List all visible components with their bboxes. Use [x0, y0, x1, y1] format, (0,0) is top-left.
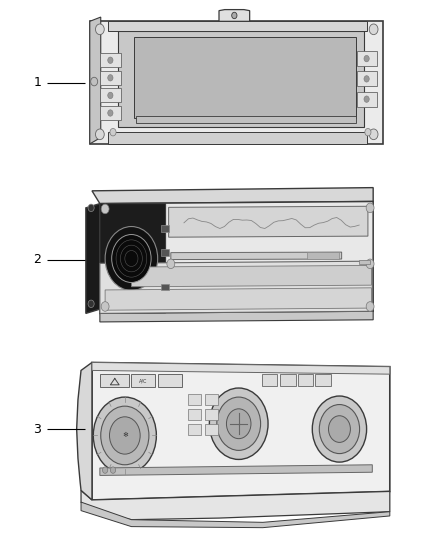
Circle shape [108, 92, 113, 99]
Circle shape [110, 467, 116, 473]
Circle shape [108, 110, 113, 116]
Polygon shape [315, 374, 331, 386]
Polygon shape [90, 21, 383, 144]
Polygon shape [158, 374, 182, 387]
Circle shape [319, 405, 360, 454]
Circle shape [226, 409, 251, 439]
Polygon shape [92, 362, 390, 374]
Circle shape [102, 467, 108, 473]
Bar [100, 88, 121, 102]
Text: 1: 1 [33, 76, 41, 89]
Text: 2: 2 [33, 253, 41, 266]
Circle shape [108, 57, 113, 63]
Bar [307, 252, 339, 259]
Polygon shape [134, 37, 356, 118]
Circle shape [95, 129, 104, 140]
Text: A/C: A/C [139, 378, 148, 383]
Bar [359, 260, 370, 264]
Circle shape [364, 96, 369, 102]
Circle shape [93, 397, 156, 474]
Polygon shape [77, 362, 92, 500]
Circle shape [110, 417, 140, 454]
Circle shape [105, 227, 158, 290]
Polygon shape [100, 204, 166, 313]
Bar [357, 71, 377, 86]
Circle shape [312, 396, 367, 462]
Polygon shape [280, 374, 296, 386]
Bar [100, 71, 121, 85]
Polygon shape [81, 490, 390, 520]
Polygon shape [105, 288, 371, 310]
Circle shape [217, 397, 261, 450]
Circle shape [101, 406, 149, 465]
Circle shape [91, 77, 98, 86]
Polygon shape [262, 374, 277, 386]
Circle shape [366, 302, 374, 311]
Bar [188, 409, 201, 420]
Circle shape [366, 259, 374, 269]
Polygon shape [92, 188, 373, 204]
Circle shape [112, 235, 151, 282]
Circle shape [167, 259, 175, 269]
Circle shape [364, 55, 369, 62]
Polygon shape [100, 201, 373, 313]
Bar [161, 284, 169, 290]
Polygon shape [136, 116, 356, 123]
Bar [188, 424, 201, 435]
Text: ❄: ❄ [122, 432, 128, 439]
Polygon shape [108, 132, 367, 144]
Circle shape [232, 12, 237, 19]
Circle shape [101, 204, 109, 214]
Text: 3: 3 [33, 423, 41, 435]
Circle shape [88, 204, 94, 212]
Circle shape [88, 300, 94, 308]
Polygon shape [100, 261, 372, 313]
Bar [100, 106, 121, 120]
Polygon shape [81, 502, 390, 528]
Circle shape [108, 75, 113, 81]
Polygon shape [86, 204, 100, 313]
Circle shape [369, 129, 378, 140]
Bar [357, 92, 377, 107]
Polygon shape [108, 21, 367, 31]
Polygon shape [171, 252, 342, 260]
Circle shape [110, 128, 116, 136]
Bar [188, 394, 201, 405]
Polygon shape [92, 362, 390, 500]
Circle shape [101, 302, 109, 311]
Bar [161, 225, 169, 232]
Circle shape [365, 128, 371, 136]
Polygon shape [118, 31, 364, 127]
Polygon shape [131, 374, 155, 387]
Polygon shape [131, 265, 371, 287]
Polygon shape [100, 465, 372, 475]
Bar [205, 409, 218, 420]
Polygon shape [100, 311, 373, 322]
Polygon shape [298, 374, 313, 386]
Bar [161, 249, 169, 256]
Bar [205, 394, 218, 405]
Bar [100, 53, 121, 67]
Bar [357, 51, 377, 66]
Circle shape [369, 24, 378, 35]
Circle shape [95, 24, 104, 35]
Polygon shape [219, 10, 250, 21]
Polygon shape [90, 17, 101, 144]
Bar [205, 424, 218, 435]
Circle shape [328, 416, 350, 442]
Circle shape [209, 388, 268, 459]
Circle shape [366, 203, 374, 213]
Polygon shape [169, 206, 368, 237]
Circle shape [364, 76, 369, 82]
Polygon shape [100, 374, 129, 387]
